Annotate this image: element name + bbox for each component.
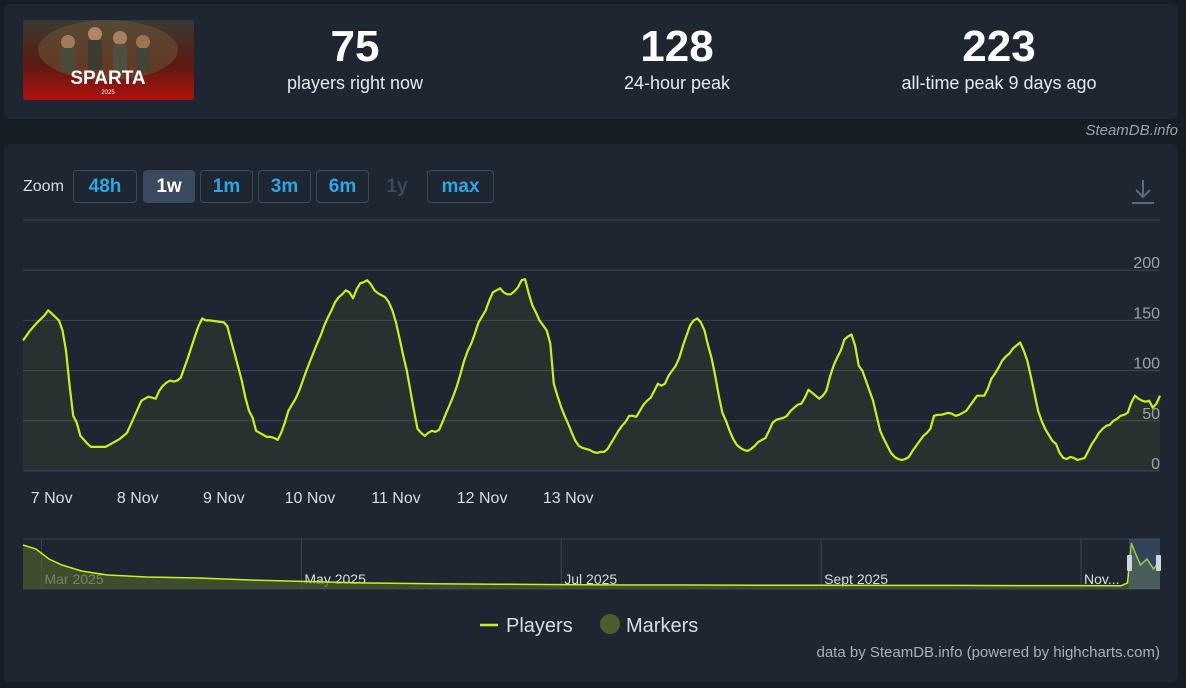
all-time-peak-value: 223 bbox=[962, 22, 1036, 71]
zoom-1y-button: 1y bbox=[373, 170, 421, 203]
players-area bbox=[23, 279, 1160, 471]
stat-24h-peak: 128 24-hour peak bbox=[527, 22, 827, 94]
x-tick-label: 8 Nov bbox=[117, 490, 159, 507]
highcharts-credit: data by SteamDB.info (powered by highcha… bbox=[816, 644, 1161, 661]
current-players-label: players right now bbox=[286, 73, 424, 93]
navigator-handle-left[interactable] bbox=[1127, 555, 1132, 571]
navigator-label: Jul 2025 bbox=[564, 571, 617, 587]
download-icon[interactable] bbox=[1130, 178, 1156, 206]
game-banner-image[interactable]: SPARTA 2025 bbox=[23, 20, 194, 100]
steamdb-credit-top[interactable]: SteamDB.info bbox=[1085, 122, 1178, 139]
x-tick-label: 11 Nov bbox=[371, 490, 421, 507]
peak-24h-label: 24-hour peak bbox=[623, 73, 731, 93]
banner-subtitle: 2025 bbox=[101, 90, 115, 96]
navigator-label: Sept 2025 bbox=[824, 571, 888, 587]
y-tick-label: 200 bbox=[1133, 255, 1160, 272]
x-tick-label: 7 Nov bbox=[31, 490, 73, 507]
zoom-6m-button[interactable]: 6m bbox=[316, 170, 369, 203]
zoom-48h-button[interactable]: 48h bbox=[73, 170, 137, 203]
stats-panel: SPARTA 2025 75 players right now 128 24-… bbox=[4, 4, 1178, 119]
legend-players-label[interactable]: Players bbox=[506, 615, 573, 637]
x-tick-label: 13 Nov bbox=[543, 490, 594, 507]
navigator-selection[interactable] bbox=[1129, 539, 1160, 589]
x-tick-label: 12 Nov bbox=[457, 490, 508, 507]
zoom-1m-button[interactable]: 1m bbox=[200, 170, 253, 203]
navigator-handle-right[interactable] bbox=[1156, 555, 1161, 571]
banner-title: SPARTA bbox=[70, 68, 146, 89]
zoom-3m-button[interactable]: 3m bbox=[258, 170, 311, 203]
chart-panel: Zoom 48h 1w 1m 3m 6m 1y max data by Stea… bbox=[4, 144, 1178, 682]
peak-24h-value: 128 bbox=[640, 22, 714, 71]
zoom-label: Zoom bbox=[23, 178, 64, 195]
all-time-peak-label: all-time peak 9 days ago bbox=[901, 73, 1097, 93]
y-tick-label: 100 bbox=[1133, 356, 1160, 373]
navigator-label: Nov... bbox=[1084, 571, 1120, 587]
current-players-value: 75 bbox=[330, 22, 380, 71]
stat-current-players: 75 players right now bbox=[205, 22, 505, 94]
stat-all-time-peak: 223 all-time peak 9 days ago bbox=[849, 22, 1149, 94]
zoom-1w-button[interactable]: 1w bbox=[143, 170, 195, 203]
navigator-line bbox=[22, 542, 1161, 587]
zoom-max-button[interactable]: max bbox=[427, 170, 494, 203]
players-line bbox=[22, 278, 1162, 462]
legend-markers-swatch bbox=[600, 614, 620, 634]
legend-markers-label[interactable]: Markers bbox=[626, 615, 698, 637]
x-tick-label: 9 Nov bbox=[203, 490, 245, 507]
y-tick-label: 50 bbox=[1142, 406, 1160, 423]
x-tick-label: 10 Nov bbox=[285, 490, 336, 507]
navigator-area bbox=[23, 543, 1160, 589]
y-tick-label: 0 bbox=[1151, 456, 1160, 473]
y-tick-label: 150 bbox=[1133, 305, 1160, 322]
